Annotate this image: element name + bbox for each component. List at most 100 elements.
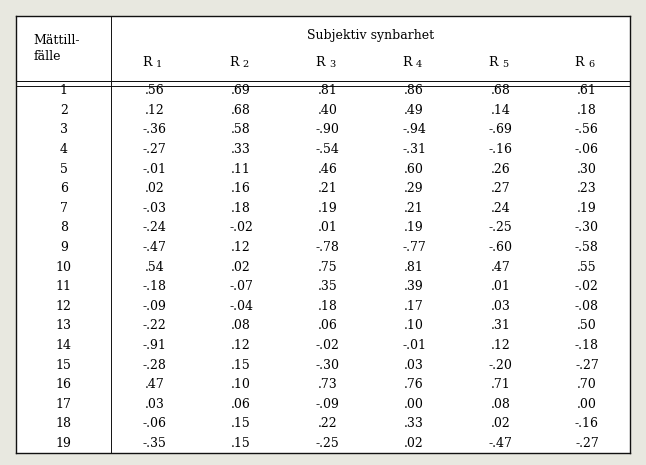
- Text: .03: .03: [145, 398, 165, 411]
- Text: -.03: -.03: [143, 202, 167, 215]
- Text: -.02: -.02: [229, 221, 253, 234]
- Text: -.18: -.18: [143, 280, 167, 293]
- Text: 5: 5: [60, 163, 68, 176]
- Text: -.25: -.25: [489, 221, 512, 234]
- Text: .24: .24: [491, 202, 510, 215]
- Text: .12: .12: [231, 241, 251, 254]
- Text: -.28: -.28: [143, 359, 167, 372]
- Text: .35: .35: [318, 280, 337, 293]
- Text: -.25: -.25: [316, 437, 340, 450]
- Text: -.47: -.47: [143, 241, 167, 254]
- Text: .31: .31: [491, 319, 510, 332]
- Text: -.35: -.35: [143, 437, 167, 450]
- Text: 15: 15: [56, 359, 72, 372]
- Text: .81: .81: [318, 84, 338, 97]
- Text: 10: 10: [56, 261, 72, 274]
- Text: -.90: -.90: [316, 124, 340, 136]
- Text: -.06: -.06: [143, 418, 167, 431]
- Text: .27: .27: [491, 182, 510, 195]
- Text: .56: .56: [145, 84, 165, 97]
- Text: .23: .23: [577, 182, 597, 195]
- Text: R: R: [142, 56, 152, 69]
- Text: 3: 3: [329, 60, 335, 69]
- Text: .14: .14: [491, 104, 510, 117]
- Text: 8: 8: [59, 221, 68, 234]
- Text: .12: .12: [231, 339, 251, 352]
- Text: .02: .02: [231, 261, 251, 274]
- Text: .03: .03: [404, 359, 424, 372]
- Text: .26: .26: [491, 163, 510, 176]
- Text: -.01: -.01: [402, 339, 426, 352]
- Text: .55: .55: [577, 261, 597, 274]
- Text: -.02: -.02: [575, 280, 599, 293]
- Text: -.22: -.22: [143, 319, 167, 332]
- Text: .29: .29: [404, 182, 424, 195]
- Text: 13: 13: [56, 319, 72, 332]
- Text: -.36: -.36: [143, 124, 167, 136]
- Text: -.30: -.30: [575, 221, 599, 234]
- Text: Mättill-
fälle: Mättill- fälle: [34, 34, 79, 63]
- Text: Subjektiv synbarhet: Subjektiv synbarhet: [307, 29, 434, 42]
- Text: R: R: [315, 56, 325, 69]
- Text: .61: .61: [577, 84, 597, 97]
- Text: -.18: -.18: [575, 339, 599, 352]
- Text: .75: .75: [318, 261, 337, 274]
- Text: -.01: -.01: [143, 163, 167, 176]
- Text: .47: .47: [491, 261, 510, 274]
- Text: 6: 6: [589, 60, 594, 69]
- Text: .15: .15: [231, 359, 251, 372]
- Text: .73: .73: [318, 378, 337, 391]
- Text: 7: 7: [60, 202, 68, 215]
- Text: .17: .17: [404, 300, 424, 313]
- Text: .30: .30: [577, 163, 597, 176]
- Text: .54: .54: [145, 261, 165, 274]
- Text: R: R: [488, 56, 498, 69]
- Text: .60: .60: [404, 163, 424, 176]
- Text: R: R: [574, 56, 584, 69]
- Text: .03: .03: [491, 300, 510, 313]
- Text: .68: .68: [491, 84, 510, 97]
- Text: .08: .08: [231, 319, 251, 332]
- Text: -.27: -.27: [575, 437, 599, 450]
- Text: .18: .18: [231, 202, 251, 215]
- Text: -.06: -.06: [575, 143, 599, 156]
- Text: .46: .46: [318, 163, 338, 176]
- Text: 18: 18: [56, 418, 72, 431]
- Text: -.54: -.54: [316, 143, 340, 156]
- Text: -.16: -.16: [488, 143, 513, 156]
- Text: .02: .02: [145, 182, 165, 195]
- Text: -.20: -.20: [489, 359, 513, 372]
- Text: -.77: -.77: [402, 241, 426, 254]
- Text: .69: .69: [231, 84, 251, 97]
- Text: 2: 2: [60, 104, 68, 117]
- Text: .22: .22: [318, 418, 337, 431]
- Text: 16: 16: [56, 378, 72, 391]
- Text: -.16: -.16: [575, 418, 599, 431]
- Text: -.47: -.47: [489, 437, 513, 450]
- Text: .12: .12: [491, 339, 510, 352]
- Text: .02: .02: [404, 437, 424, 450]
- Text: 2: 2: [242, 60, 249, 69]
- Text: .71: .71: [491, 378, 510, 391]
- Text: -.27: -.27: [575, 359, 599, 372]
- Text: 3: 3: [59, 124, 68, 136]
- Text: .33: .33: [231, 143, 251, 156]
- Text: .01: .01: [491, 280, 510, 293]
- Text: .33: .33: [404, 418, 424, 431]
- Text: R: R: [402, 56, 412, 69]
- Text: .18: .18: [318, 300, 338, 313]
- Text: 4: 4: [59, 143, 68, 156]
- Text: .01: .01: [318, 221, 338, 234]
- Text: 4: 4: [415, 60, 422, 69]
- Text: .58: .58: [231, 124, 251, 136]
- Text: -.02: -.02: [316, 339, 340, 352]
- Text: .18: .18: [577, 104, 597, 117]
- Text: 14: 14: [56, 339, 72, 352]
- Text: R: R: [229, 56, 238, 69]
- Text: -.07: -.07: [229, 280, 253, 293]
- Text: .50: .50: [577, 319, 597, 332]
- Text: -.24: -.24: [143, 221, 167, 234]
- Text: 1: 1: [59, 84, 68, 97]
- Text: .15: .15: [231, 418, 251, 431]
- Text: .15: .15: [231, 437, 251, 450]
